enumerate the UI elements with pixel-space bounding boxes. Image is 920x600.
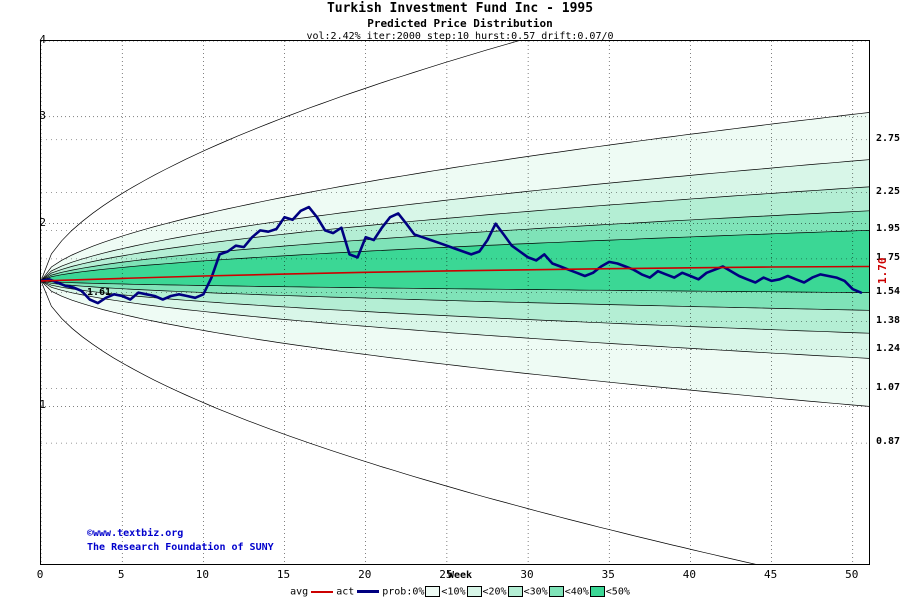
- right-tick-label: 1.07: [876, 381, 901, 393]
- legend-act-label: act: [336, 586, 355, 598]
- right-tick-label: 0.87: [876, 436, 901, 448]
- chart-title: Turkish Investment Fund Inc - 1995: [326, 1, 594, 16]
- data-series: [41, 205, 869, 305]
- right-tick-label: 1.38: [876, 314, 901, 326]
- right-tick-label: 1.54: [876, 285, 901, 297]
- gridlines: [41, 41, 869, 564]
- legend-band-label: <50%: [605, 586, 630, 597]
- credit-website: ©www.textbiz.org: [87, 528, 184, 539]
- legend-swatch: [548, 586, 564, 597]
- x-tick-label: 30: [520, 568, 534, 581]
- x-tick-label: 15: [276, 568, 291, 581]
- plot-svg: [41, 41, 869, 564]
- chart-subtitle: Predicted Price Distribution: [367, 17, 553, 30]
- legend-swatch: [507, 586, 523, 597]
- legend-band-label: <40%: [564, 586, 589, 597]
- legend-band-items: <10% <20% <30% <40% <50%: [424, 586, 630, 598]
- start-price-label: 1.61: [87, 286, 112, 298]
- x-tick-label: 20: [358, 568, 372, 581]
- current-price-label: 1.70: [876, 257, 889, 284]
- right-tick-label: 2.75: [876, 132, 901, 144]
- legend-swatch: [425, 586, 441, 597]
- legend-prob-label: prob:0%: [382, 586, 425, 598]
- x-tick-label: 5: [117, 568, 125, 581]
- legend-band-label: <20%: [482, 586, 507, 597]
- legend-act-line: [357, 590, 380, 594]
- right-tick-label: 1.75: [876, 251, 901, 263]
- y-tick-label: 3: [39, 108, 46, 122]
- x-tick-label: 25: [439, 568, 453, 581]
- y-tick-label: 4: [39, 33, 46, 46]
- band-outlines: [41, 41, 869, 564]
- y-tick-label: 2: [39, 215, 46, 229]
- y-tick-label: 1: [39, 398, 46, 412]
- x-axis-title: Week: [447, 570, 473, 581]
- right-tick-label: 1.95: [876, 223, 901, 235]
- legend-swatch: [589, 586, 605, 597]
- probability-bands: [41, 112, 869, 407]
- legend-swatch: [466, 586, 482, 597]
- x-tick-label: 35: [601, 568, 615, 581]
- plot-area: 1.61 ©www.textbiz.org The Research Found…: [40, 40, 870, 565]
- legend-avg-line: [311, 590, 334, 593]
- chart-params: vol:2.42% iter:2000 step:10 hurst:0.57 d…: [306, 31, 614, 42]
- chart-legend: avg act prob:0% <10% <20% <30% <40% <50%: [0, 586, 920, 598]
- x-tick-label: 50: [845, 568, 859, 581]
- x-tick-label: 10: [195, 568, 209, 581]
- x-tick-label: 45: [763, 568, 778, 581]
- x-tick-label: 40: [682, 568, 697, 581]
- x-tick-label: 0: [36, 568, 44, 581]
- credit-foundation: The Research Foundation of SUNY: [87, 542, 274, 553]
- right-tick-label: 1.24: [876, 342, 901, 354]
- legend-band-label: <30%: [523, 586, 548, 597]
- legend-band-label: <10%: [441, 586, 466, 597]
- legend-avg-label: avg: [290, 586, 309, 598]
- right-tick-label: 2.25: [876, 185, 901, 197]
